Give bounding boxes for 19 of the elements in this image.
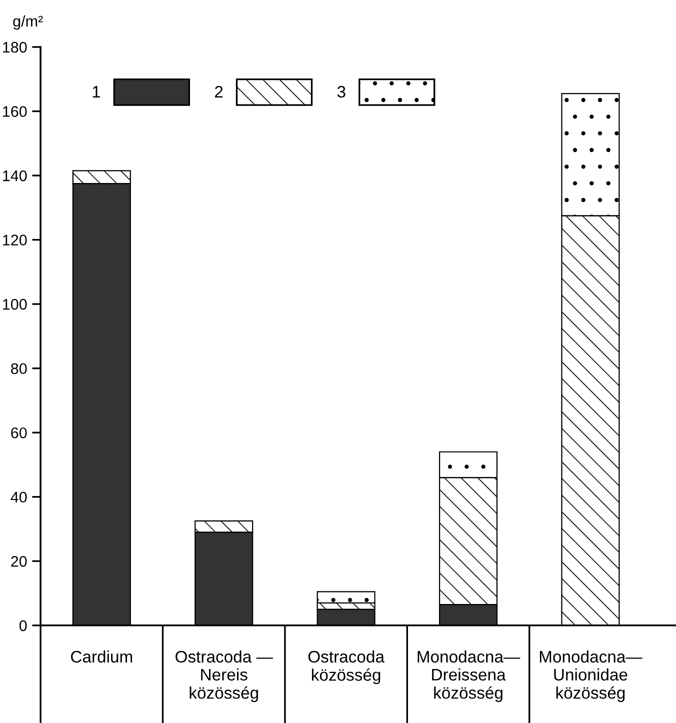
y-axis-title: g/m² [13,15,43,30]
y-tick-label: 140 [3,170,27,182]
x-tick-label: Monodacna— Dreissena közösség [418,650,520,702]
y-tick-label: 120 [3,234,27,246]
y-tick-label: 160 [3,106,27,117]
x-tick-label: Ostracoda — Nereis közösség [176,650,273,702]
y-tick-label: 180 [3,42,27,53]
y-tick-label: 0 [19,620,27,632]
legend-label: 1 [92,86,100,98]
y-tick-label: 80 [11,363,27,374]
y-tick-label: 60 [11,427,27,438]
y-tick-label: 40 [10,492,27,503]
legend-label: 2 [215,86,223,98]
y-tick-label: 20 [11,556,27,567]
x-tick-label: Monodacna— Unionidae közösség [540,650,642,702]
y-tick-label: 100 [3,298,27,310]
x-tick-label: Ostracoda közösség [308,650,385,684]
x-tick-label: Cardium [71,650,132,663]
legend-label: 3 [337,86,346,98]
